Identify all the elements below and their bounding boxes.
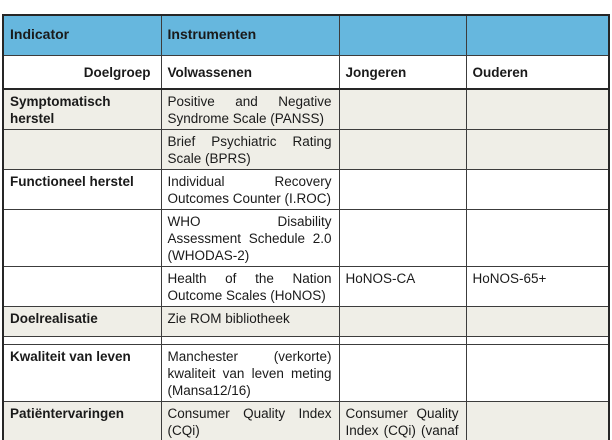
cell-volwassenen: Consumer Quality Index (CQi)	[160, 401, 340, 440]
cell-ouderen	[465, 344, 610, 402]
cell-jongeren	[338, 336, 467, 345]
cell-volwassenen: Individual Recovery Outcomes Counter (I.…	[160, 169, 340, 210]
cell-volwassenen	[160, 336, 340, 345]
cell-indicator	[2, 266, 162, 307]
cell-volwassenen: Manchester (verkorte) kwaliteit van leve…	[160, 344, 340, 402]
cell-jongeren	[338, 169, 467, 210]
cell-ouderen	[465, 209, 610, 267]
cell-indicator: Symptomatisch herstel	[2, 88, 162, 130]
table-header-row: Indicator Instrumenten	[2, 14, 610, 56]
table-row: Functioneel herstel Individual Recovery …	[2, 169, 610, 210]
table-row: Patiëntervaringen Consumer Quality Index…	[2, 401, 610, 440]
cell-jongeren: Consumer Quality Index (CQi) (vanaf 16 j…	[338, 401, 467, 440]
cell-ouderen	[465, 88, 610, 130]
cell-indicator	[2, 336, 162, 345]
table-subheader-row: Doelgroep Volwassenen Jongeren Ouderen	[2, 54, 610, 90]
cell-jongeren	[338, 88, 467, 130]
cell-volwassenen: WHO Disability Assessment Schedule 2.0 (…	[160, 209, 340, 267]
table-row: WHO Disability Assessment Schedule 2.0 (…	[2, 209, 610, 267]
table-row: Health of the Nation Outcome Scales (HoN…	[2, 266, 610, 307]
cell-volwassenen: Health of the Nation Outcome Scales (HoN…	[160, 266, 340, 307]
cell-volwassenen: Zie ROM bibliotheek	[160, 306, 340, 337]
subheader-cell-volwassenen: Volwassenen	[160, 54, 340, 90]
subheader-cell-ouderen: Ouderen	[465, 54, 610, 90]
cell-ouderen	[465, 129, 610, 170]
table-spacer-row	[2, 336, 610, 345]
cell-jongeren	[338, 129, 467, 170]
cell-volwassenen: Brief Psychiatric Rating Scale (BPRS)	[160, 129, 340, 170]
cell-indicator: Functioneel herstel	[2, 169, 162, 210]
cell-jongeren	[338, 344, 467, 402]
header-cell-empty-1	[338, 14, 467, 56]
cell-indicator: Kwaliteit van leven	[2, 344, 162, 402]
cell-ouderen	[465, 401, 610, 440]
cell-ouderen	[465, 306, 610, 337]
rom-instruments-table: Indicator Instrumenten Doelgroep Volwass…	[2, 14, 610, 440]
table-row: Kwaliteit van leven Manchester (verkorte…	[2, 344, 610, 402]
header-cell-instrumenten: Instrumenten	[160, 14, 340, 56]
table-row: Doelrealisatie Zie ROM bibliotheek	[2, 306, 610, 337]
cell-ouderen: HoNOS-65+	[465, 266, 610, 307]
subheader-cell-doelgroep: Doelgroep	[2, 54, 162, 90]
table-row: Symptomatisch herstel Positive and Negat…	[2, 88, 610, 130]
cell-indicator	[2, 129, 162, 170]
cell-indicator	[2, 209, 162, 267]
cell-volwassenen: Positive and Negative Syndrome Scale (PA…	[160, 88, 340, 130]
header-cell-indicator: Indicator	[2, 14, 162, 56]
cell-jongeren	[338, 209, 467, 267]
cell-jongeren	[338, 306, 467, 337]
header-cell-empty-2	[465, 14, 610, 56]
cell-ouderen	[465, 336, 610, 345]
cell-indicator: Patiëntervaringen	[2, 401, 162, 440]
cell-ouderen	[465, 169, 610, 210]
cell-jongeren: HoNOS-CA	[338, 266, 467, 307]
table-row: Brief Psychiatric Rating Scale (BPRS)	[2, 129, 610, 170]
cell-indicator: Doelrealisatie	[2, 306, 162, 337]
subheader-cell-jongeren: Jongeren	[338, 54, 467, 90]
